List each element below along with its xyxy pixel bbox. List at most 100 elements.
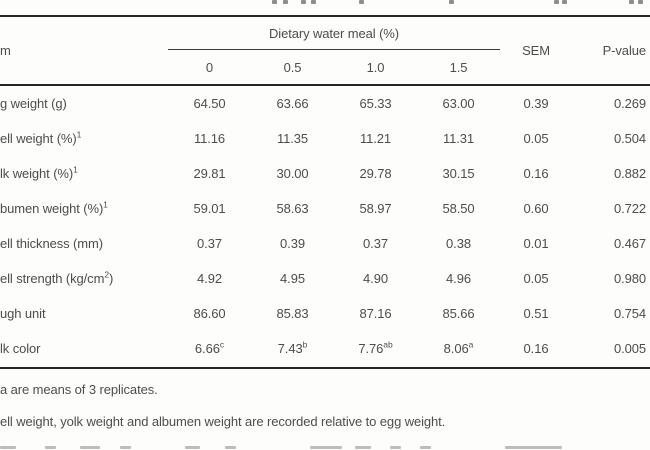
value-cell: 58.50: [442, 201, 475, 216]
value-cell: 4.95: [280, 271, 305, 286]
value-cell: 0.39: [280, 236, 305, 251]
pvalue-cell: 0.722: [613, 201, 646, 216]
table-row-haugh-unit: ugh unit 86.60 85.83 87.16 85.66 0.51 0.…: [0, 296, 650, 331]
value-cell: 58.63: [276, 201, 309, 216]
clipped-text-fragment: [554, 0, 559, 4]
pvalue-cell: 0.005: [613, 341, 646, 356]
treatment-level-headers: 0 0.5 1.0 1.5: [168, 50, 500, 84]
clipped-text-fragment: [311, 0, 316, 4]
value-cell: 59.01: [193, 201, 226, 216]
value-cell: 29.78: [359, 166, 392, 181]
sem-cell: 0.01: [523, 236, 549, 251]
column-header-level-0: 0: [205, 59, 214, 75]
value-cell: 11.16: [193, 131, 226, 146]
footnote-relative-weights: ell weight, yolk weight and albumen weig…: [0, 414, 446, 429]
value-cell: 8.06a: [443, 339, 474, 356]
sem-column-header: SEM: [500, 17, 572, 84]
footnote-replicates: a are means of 3 replicates.: [0, 382, 158, 397]
pvalue-cell: 0.980: [613, 271, 646, 286]
value-cell: 29.81: [193, 166, 226, 181]
value-cell: 7.76ab: [358, 339, 393, 356]
clipped-text-fragment: [359, 0, 364, 4]
sem-cell: 0.16: [523, 166, 549, 181]
pvalue-column-header-label: P-value: [602, 43, 646, 58]
clipped-text-fragment: [629, 0, 634, 4]
superscript: 1: [76, 129, 82, 140]
table-row-albumen-weight: bumen weight (%)1 59.01 58.63 58.97 58.5…: [0, 191, 650, 226]
table-row-shell-strength: ell strength (kg/cm2) 4.92 4.95 4.90 4.9…: [0, 261, 650, 296]
column-header-level-3: 1.5: [449, 59, 468, 75]
value-cell: 4.90: [363, 271, 388, 286]
superscript: 1: [103, 199, 108, 210]
row-label: g weight (g): [0, 96, 67, 111]
value-cell: 11.35: [276, 131, 309, 146]
clipped-text-fragment: [272, 0, 277, 4]
header-separator-rule: [0, 84, 650, 86]
sem-cell: 0.16: [523, 341, 549, 356]
clipped-text-fragment: [449, 0, 454, 4]
sem-cell: 0.51: [523, 306, 549, 321]
sem-cell: 0.39: [523, 96, 549, 111]
sem-column-header-label: SEM: [522, 43, 550, 58]
value-cell: 63.66: [276, 96, 309, 111]
table-row-shell-thickness: ell thickness (mm) 0.37 0.39 0.37 0.38 0…: [0, 226, 650, 261]
clipped-text-fragment: [80, 446, 100, 449]
clipped-text-fragment: [355, 446, 371, 449]
clipped-text-fragment: [310, 446, 342, 449]
value-cell: 30.00: [276, 166, 309, 181]
clipped-text-fragment: [120, 446, 131, 449]
row-label: ell thickness (mm): [0, 236, 103, 251]
value-cell: 4.96: [446, 271, 471, 286]
value-cell: 65.33: [359, 96, 392, 111]
value-cell: 4.92: [197, 271, 222, 286]
superscript: 2: [104, 269, 110, 280]
clipped-text-fragment: [0, 446, 16, 449]
column-header-level-2: 1.0: [366, 59, 385, 75]
sem-cell: 0.60: [523, 201, 549, 216]
clipped-text-fragment: [390, 446, 401, 449]
clipped-text-fragment: [283, 0, 288, 4]
clipped-text-fragment: [505, 446, 562, 449]
clipped-text-fragment: [420, 446, 431, 449]
value-cell: 0.38: [446, 236, 471, 251]
row-label: ell strength (kg/cm2): [0, 269, 114, 286]
value-cell: 7.43b: [277, 339, 308, 356]
clipped-text-fragment: [45, 446, 56, 449]
table-top-rule: [0, 15, 650, 17]
clipped-text-fragment: [185, 446, 200, 449]
value-cell: 86.60: [193, 306, 226, 321]
value-cell: 6.66c: [194, 339, 225, 356]
sem-cell: 0.05: [523, 271, 549, 286]
pvalue-cell: 0.754: [613, 306, 646, 321]
clipped-text-fragment: [638, 0, 643, 4]
row-label: lk color: [0, 341, 41, 356]
value-cell: 0.37: [197, 236, 222, 251]
value-cell: 11.31: [442, 131, 475, 146]
clipped-text-fragment: [301, 0, 306, 4]
group-header-underline: [168, 49, 500, 50]
row-label: bumen weight (%)1: [0, 199, 108, 216]
superscript: 1: [73, 164, 78, 175]
row-label: lk weight (%)1: [0, 164, 78, 181]
group-column-header: Dietary water meal (%): [168, 17, 500, 49]
superscript: a: [468, 339, 474, 350]
value-cell: 30.15: [442, 166, 475, 181]
superscript: ab: [383, 339, 393, 350]
pvalue-cell: 0.269: [613, 96, 646, 111]
table-row-shell-weight: ell weight (%)1 11.16 11.35 11.21 11.31 …: [0, 121, 650, 156]
value-cell: 0.37: [363, 236, 388, 251]
pvalue-cell: 0.882: [613, 166, 646, 181]
table-row-egg-weight: g weight (g) 64.50 63.66 65.33 63.00 0.3…: [0, 86, 650, 121]
column-header-level-1: 0.5: [283, 59, 302, 75]
table-row-yolk-color: lk color 6.66c 7.43b 7.76ab 8.06a 0.16 0…: [0, 331, 650, 366]
row-label: ugh unit: [0, 306, 46, 321]
sem-cell: 0.05: [523, 131, 549, 146]
clipped-text-fragment: [225, 446, 236, 449]
pvalue-column-header: P-value: [572, 17, 646, 84]
value-cell: 85.66: [442, 306, 475, 321]
superscript: b: [302, 339, 308, 350]
pvalue-cell: 0.467: [613, 236, 646, 251]
superscript: c: [219, 339, 225, 350]
value-cell: 58.97: [359, 201, 392, 216]
